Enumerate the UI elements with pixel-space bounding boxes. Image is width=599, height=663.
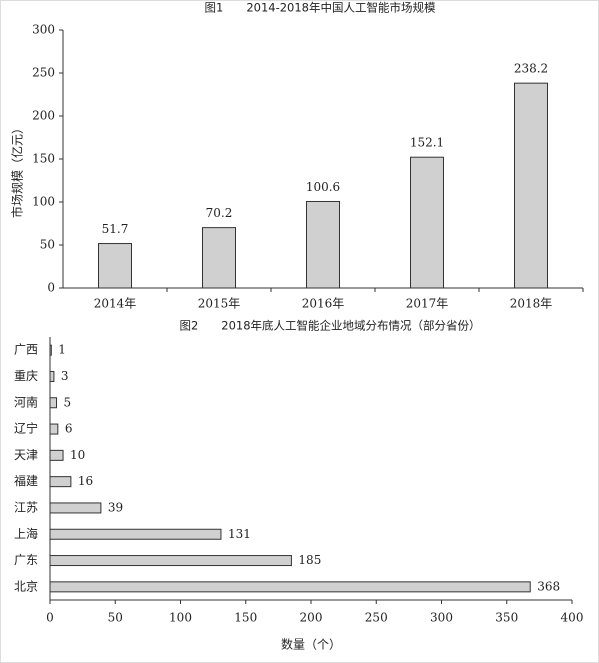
data-label: 10 bbox=[70, 448, 85, 462]
y-tick-label: 重庆 bbox=[14, 369, 38, 383]
x-tick-label: 2018年 bbox=[510, 297, 553, 311]
bar bbox=[49, 344, 52, 356]
x-tick-label: 350 bbox=[495, 611, 518, 625]
bar bbox=[410, 156, 444, 289]
x-tick-label: 150 bbox=[234, 611, 257, 625]
bar bbox=[98, 243, 132, 289]
data-label: 185 bbox=[298, 553, 321, 567]
x-tick-label: 2016年 bbox=[302, 297, 345, 311]
x-tick-label: 2014年 bbox=[94, 297, 137, 311]
x-tick-label: 2015年 bbox=[198, 297, 241, 311]
bar bbox=[49, 370, 55, 382]
y-tick-label: 北京 bbox=[14, 579, 38, 593]
y-tick-label: 福建 bbox=[14, 473, 38, 488]
y-tick-label: 200 bbox=[32, 109, 55, 123]
bar bbox=[49, 449, 64, 461]
x-tick-label: 50 bbox=[108, 611, 123, 625]
y-tick-label: 江苏 bbox=[14, 500, 38, 514]
x-tick-label: 100 bbox=[169, 611, 192, 625]
bar bbox=[49, 423, 59, 435]
y-tick-label: 广西 bbox=[14, 343, 38, 357]
data-label: 5 bbox=[64, 395, 72, 409]
data-label: 6 bbox=[65, 422, 73, 436]
data-label: 368 bbox=[537, 579, 560, 593]
bar bbox=[49, 581, 531, 593]
data-label: 16 bbox=[78, 474, 93, 488]
data-label: 152.1 bbox=[410, 136, 444, 150]
y-axis-label: 市场规模（亿元） bbox=[10, 122, 25, 218]
bar bbox=[306, 200, 340, 289]
bar bbox=[49, 397, 58, 409]
bar bbox=[49, 528, 222, 540]
bar bbox=[514, 82, 548, 289]
data-label: 131 bbox=[228, 527, 251, 541]
data-label: 70.2 bbox=[206, 206, 233, 220]
data-label: 51.7 bbox=[102, 222, 129, 236]
x-tick-label: 250 bbox=[365, 611, 388, 625]
chart-title: 图1 2014-2018年中国人工智能市场规模 bbox=[205, 1, 436, 15]
y-tick-label: 300 bbox=[32, 23, 55, 37]
x-tick-label: 400 bbox=[561, 611, 584, 625]
data-label: 100.6 bbox=[306, 180, 340, 194]
data-label: 1 bbox=[58, 343, 66, 357]
chart-title: 图2 2018年底人工智能企业地域分布情况（部分省份） bbox=[179, 319, 480, 333]
x-tick-label: 200 bbox=[300, 611, 323, 625]
data-label: 3 bbox=[61, 369, 69, 383]
data-label: 39 bbox=[108, 500, 123, 514]
y-tick-label: 辽宁 bbox=[14, 421, 38, 436]
y-tick-label: 250 bbox=[32, 66, 55, 80]
bar bbox=[49, 476, 72, 488]
y-tick-label: 50 bbox=[40, 238, 55, 252]
x-tick-label: 0 bbox=[46, 611, 54, 625]
y-tick-label: 上海 bbox=[14, 526, 38, 541]
y-tick-label: 0 bbox=[47, 281, 55, 295]
y-tick-label: 150 bbox=[32, 152, 55, 166]
y-tick-label: 100 bbox=[32, 195, 55, 209]
x-axis-label: 数量（个） bbox=[281, 637, 341, 652]
x-tick-label: 300 bbox=[430, 611, 453, 625]
x-tick-label: 2017年 bbox=[406, 297, 449, 311]
data-label: 238.2 bbox=[514, 62, 548, 76]
y-tick-label: 广东 bbox=[14, 553, 38, 567]
bar bbox=[49, 502, 102, 514]
y-tick-label: 天津 bbox=[14, 448, 38, 462]
y-tick-label: 河南 bbox=[14, 394, 38, 409]
bar bbox=[49, 555, 292, 567]
bar bbox=[202, 227, 236, 289]
